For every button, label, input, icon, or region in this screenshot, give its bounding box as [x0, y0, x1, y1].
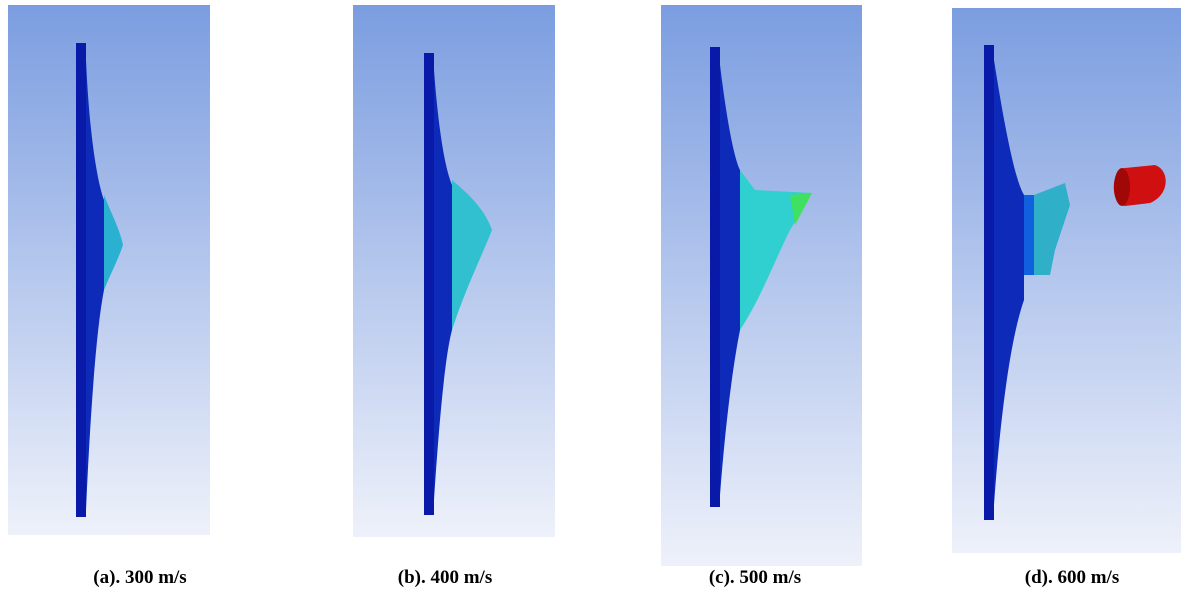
projectile-face [1114, 168, 1130, 206]
plate [710, 47, 720, 507]
panel-a [8, 5, 210, 535]
caption: (c). 500 m/s [709, 567, 801, 588]
caption: (d). 600 m/s [1025, 567, 1119, 588]
panel-c [661, 5, 862, 566]
plate [984, 45, 994, 520]
plate [76, 43, 86, 517]
figure: (a). 300 m/s (b). 400 m/s (c). 500 m/s (… [0, 0, 1181, 596]
panel-d [952, 8, 1181, 553]
plate [424, 53, 434, 515]
plate-hole [1024, 195, 1034, 275]
caption: (b). 400 m/s [398, 567, 492, 588]
panel-b [353, 5, 555, 537]
caption: (a). 300 m/s [93, 567, 186, 588]
